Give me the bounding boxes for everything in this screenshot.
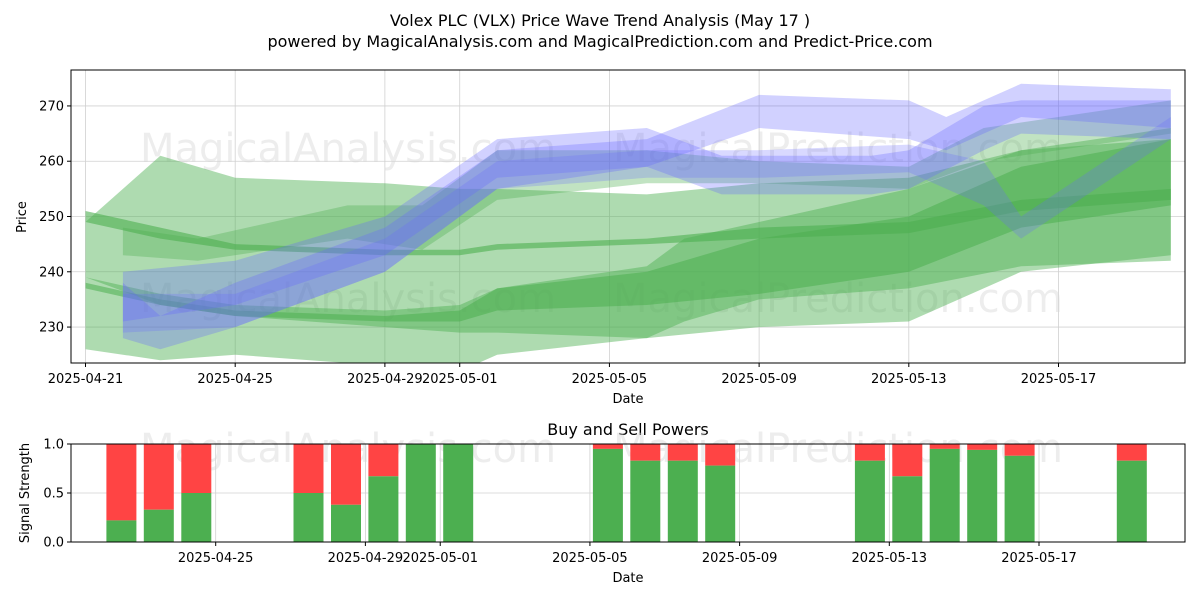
trend-band-blue xyxy=(122,117,1171,333)
buy-bar xyxy=(368,476,399,542)
buy-bar xyxy=(181,493,212,542)
sell-bar xyxy=(181,444,212,493)
sell-bar xyxy=(1116,444,1147,461)
x-tick-label: 2025-04-29 xyxy=(328,551,404,566)
signal-x-axis-label: Date xyxy=(612,571,643,586)
x-tick-label: 2025-05-13 xyxy=(852,551,928,566)
sell-bar xyxy=(106,444,137,521)
y-tick-label: 240 xyxy=(39,265,64,280)
sell-bar xyxy=(143,444,174,510)
price-y-axis-label: Price xyxy=(15,201,30,233)
buy-bar xyxy=(293,493,324,542)
trend-band-green xyxy=(85,128,1171,339)
signal-bars xyxy=(106,444,1147,542)
y-tick-label: 1.0 xyxy=(43,438,64,453)
x-tick-label: 2025-05-13 xyxy=(871,372,947,387)
y-tick-label: 0.0 xyxy=(43,536,64,551)
buy-sell-chart: Buy and Sell Powers MagicalAnalysis.com … xyxy=(18,420,1186,586)
buy-bar xyxy=(592,448,623,542)
trend-band-green xyxy=(122,100,1171,261)
sell-bar xyxy=(1004,444,1035,456)
signal-x-ticks: 2025-04-25 2025-04-29 2025-05-01 2025-05-05… xyxy=(178,542,1077,566)
y-tick-label: 230 xyxy=(39,321,64,336)
x-tick-label: 2025-04-21 xyxy=(48,372,124,387)
sell-bar xyxy=(592,444,623,449)
sell-bar xyxy=(967,444,998,450)
buy-bar xyxy=(892,476,923,542)
buy-bar xyxy=(1004,455,1035,542)
trend-band-green xyxy=(85,188,1171,256)
signal-y-ticks: 0.0 0.5 1.0 xyxy=(43,438,71,551)
x-tick-label: 2025-05-17 xyxy=(1001,551,1077,566)
price-bands xyxy=(85,83,1171,363)
trend-band-green xyxy=(85,139,1171,363)
buy-bar xyxy=(667,460,698,542)
price-wave-chart: MagicalAnalysis.com MagicalPrediction.co… xyxy=(15,69,1186,407)
buy-bar xyxy=(929,448,960,542)
chart-subtitle: powered by MagicalAnalysis.com and Magic… xyxy=(267,32,932,51)
watermark-group: MagicalAnalysis.com MagicalPrediction.co… xyxy=(140,126,1063,322)
sell-bar xyxy=(368,444,399,477)
buy-bar xyxy=(331,504,361,542)
sell-bar xyxy=(630,444,661,461)
buy-bar xyxy=(405,444,436,542)
buy-bar xyxy=(106,520,137,542)
buy-bar xyxy=(967,449,998,542)
price-y-ticks: 230 240 250 260 270 xyxy=(39,99,71,336)
y-tick-label: 260 xyxy=(39,155,64,170)
buy-bar xyxy=(143,509,174,542)
x-tick-label: 2025-04-25 xyxy=(178,551,254,566)
trend-band-green xyxy=(85,139,1171,322)
trend-band-blue xyxy=(122,83,1171,350)
x-tick-label: 2025-04-25 xyxy=(197,372,273,387)
buy-bar xyxy=(1116,460,1147,542)
x-tick-label: 2025-05-05 xyxy=(552,551,628,566)
sell-bar xyxy=(705,444,736,466)
buy-bar xyxy=(854,460,885,542)
trend-band-blue xyxy=(122,100,1171,322)
sell-bar xyxy=(892,444,923,477)
y-tick-label: 0.5 xyxy=(43,487,64,502)
watermark: MagicalAnalysis.com xyxy=(140,126,556,172)
chart-title: Volex PLC (VLX) Price Wave Trend Analysi… xyxy=(390,11,810,30)
buy-bar xyxy=(630,460,661,542)
x-tick-label: 2025-05-17 xyxy=(1021,372,1097,387)
sell-bar xyxy=(854,444,885,461)
sell-bar xyxy=(293,444,324,493)
buy-sell-title: Buy and Sell Powers xyxy=(547,420,709,439)
x-tick-label: 2025-05-01 xyxy=(402,551,478,566)
buy-bar xyxy=(443,444,474,542)
y-tick-label: 250 xyxy=(39,210,64,225)
signal-y-axis-label: Signal Strength xyxy=(18,443,33,543)
sell-bar xyxy=(929,444,960,449)
x-tick-label: 2025-05-09 xyxy=(721,372,797,387)
y-tick-label: 270 xyxy=(39,99,64,114)
x-tick-label: 2025-04-29 xyxy=(347,372,423,387)
price-x-ticks: 2025-04-21 2025-04-25 2025-04-29 2025-05-01… xyxy=(48,363,1097,387)
sell-bar xyxy=(667,444,698,461)
sell-bar xyxy=(331,444,361,505)
buy-bar xyxy=(705,465,736,542)
x-tick-label: 2025-05-09 xyxy=(702,551,778,566)
price-x-axis-label: Date xyxy=(612,392,643,407)
watermark: MagicalPrediction.com xyxy=(613,126,1063,172)
x-tick-label: 2025-05-05 xyxy=(572,372,648,387)
x-tick-label: 2025-05-01 xyxy=(422,372,498,387)
